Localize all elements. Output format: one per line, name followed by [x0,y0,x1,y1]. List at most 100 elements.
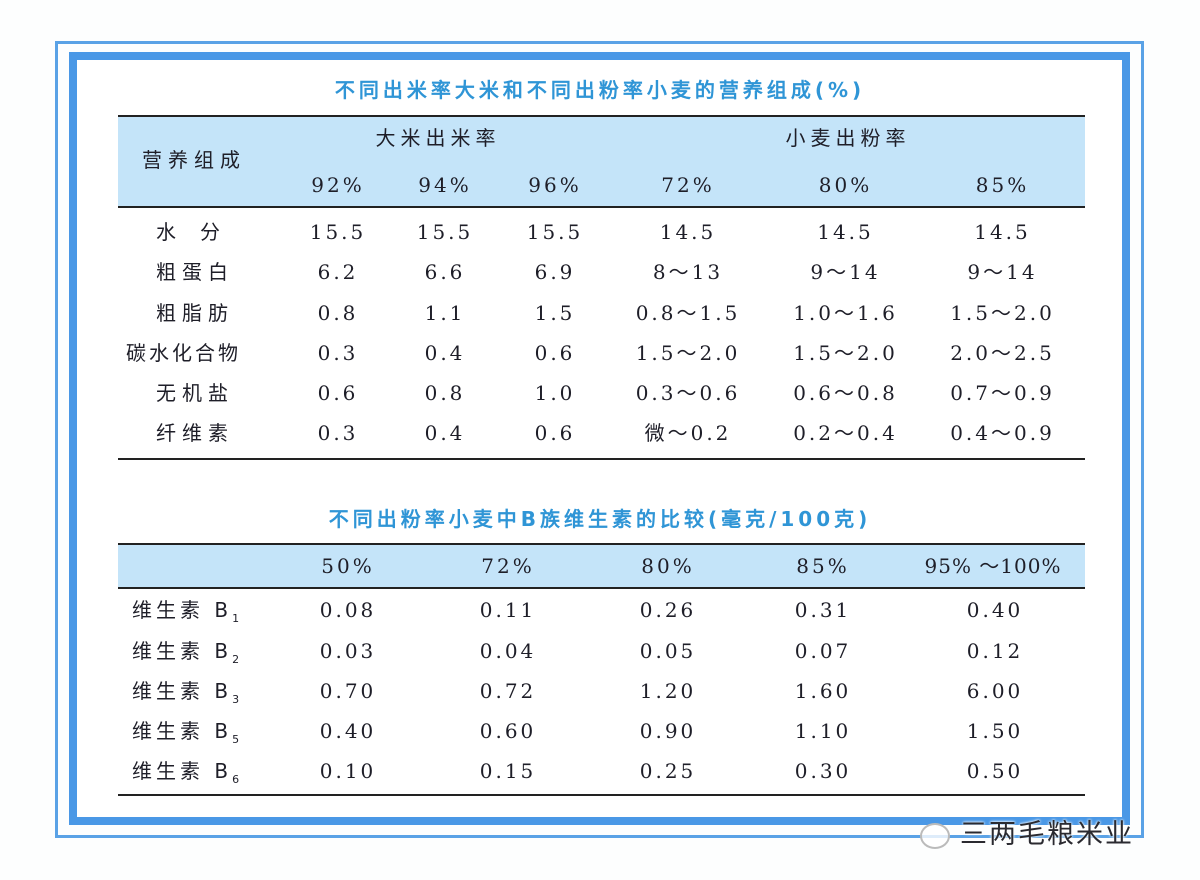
watermark-text: 三两毛粮米业 [960,819,1134,850]
table-cell: 0.6 [534,341,576,365]
group-header-rice: 大米出米率 [375,126,501,150]
table-cell: 0.07 [794,639,852,663]
table-cell: 1.0～1.6 [793,301,898,325]
table-cell: 6.9 [534,260,576,284]
table-cell: 15.5 [309,220,367,244]
table-cell: 0.40 [319,719,377,743]
table-cell: 0.04 [479,639,537,663]
table-cell: 0.4 [424,341,466,365]
table1-top-rule [118,115,1085,117]
nutrition-table: 营养组成 大米出米率 小麦出粉率 92% 94% 96% 72% 80% 85%… [118,115,1085,465]
table-cell: 14.5 [817,220,874,244]
row-label: 碳水化合物 [126,341,241,365]
outer-frame-border [55,41,1144,838]
table-cell: 1.5～2.0 [635,341,741,365]
table-cell: 14.5 [659,220,717,244]
row-label: 维生素 B5 [132,719,240,746]
column-header: 72% [481,554,535,578]
table2-header-band [118,545,1085,587]
table-cell: 1.60 [794,679,852,703]
table1-header-rule [118,206,1085,208]
table-cell: 2.0～2.5 [950,341,1055,365]
table-cell: 0.8 [317,301,359,325]
vitamin-b-table: 50% 72% 80% 85% 95% ～100% 维生素 B1 0.08 0.… [118,543,1085,803]
table-cell: 9～14 [810,260,881,284]
table-cell: 0.26 [639,598,697,622]
table-cell: 6.00 [966,679,1024,703]
table-cell: 14.5 [974,220,1031,244]
table-cell: 0.08 [319,598,377,622]
row-label: 无机盐 [156,381,234,405]
row-label: 维生素 B1 [132,598,240,625]
table-cell: 1.5 [534,301,576,325]
row-label: 水 分 [156,220,222,244]
row-label: 粗脂肪 [156,301,234,325]
column-header: 95% ～100% [924,554,1062,578]
wechat-icon [920,822,950,849]
table2-header-rule [118,587,1085,589]
table1-bottom-rule [118,458,1085,460]
table-cell: 8～13 [652,260,724,284]
table-cell: 0.3～0.6 [635,381,741,405]
table-cell: 0.25 [639,759,697,783]
table2-top-rule [118,543,1085,545]
table-cell: 0.72 [479,679,537,703]
row-header-label: 营养组成 [142,148,246,172]
table-cell: 6.6 [424,260,466,284]
table-cell: 1.0 [534,381,576,405]
table-cell: 0.8～1.5 [635,301,741,325]
table-cell: 0.6 [534,421,576,445]
table-cell: 0.11 [479,598,537,622]
table1-title: 不同出米率大米和不同出粉率小麦的营养组成(%) [334,78,866,102]
row-label: 维生素 B6 [132,759,240,786]
column-header: 80% [818,173,873,197]
column-header: 72% [661,173,715,197]
table-cell: 0.6～0.8 [793,381,898,405]
table-cell: 微～0.2 [644,421,732,445]
table1-header-band [118,117,1085,206]
table-cell: 0.7～0.9 [950,381,1055,405]
table-cell: 1.1 [424,301,466,325]
table2-title: 不同出粉率小麦中B族维生素的比较(毫克/100克) [328,507,872,531]
table2-bottom-rule [118,794,1085,796]
column-header: 94% [418,173,472,197]
column-header: 80% [641,554,695,578]
column-header: 85% [796,554,850,578]
table-cell: 1.20 [639,679,697,703]
table-cell: 0.6 [317,381,359,405]
table-cell: 0.60 [479,719,537,743]
table-cell: 15.5 [416,220,474,244]
table-cell: 0.15 [479,759,537,783]
table-cell: 1.5～2.0 [950,301,1055,325]
table-cell: 0.8 [424,381,466,405]
column-header: 92% [311,173,365,197]
row-label: 维生素 B2 [132,639,240,666]
table-cell: 0.12 [966,639,1024,663]
table-cell: 0.3 [317,421,359,445]
column-header: 50% [321,554,375,578]
table-cell: 0.4～0.9 [950,421,1055,445]
table-cell: 0.4 [424,421,466,445]
table-cell: 0.40 [966,598,1024,622]
table-cell: 0.90 [639,719,697,743]
table-cell: 1.50 [966,719,1024,743]
row-label: 维生素 B3 [132,679,240,706]
column-header: 85% [975,173,1030,197]
table-cell: 0.70 [319,679,377,703]
table-cell: 0.3 [317,341,359,365]
table-cell: 0.10 [319,759,377,783]
table-cell: 1.10 [794,719,852,743]
watermark: 三两毛粮米业 [920,812,1134,851]
group-header-wheat: 小麦出粉率 [785,126,911,150]
column-header: 96% [528,173,582,197]
table-cell: 0.31 [794,598,852,622]
table-cell: 0.50 [966,759,1024,783]
table-cell: 0.05 [639,639,697,663]
table-cell: 1.5～2.0 [793,341,898,365]
row-label: 纤维素 [156,421,234,445]
table-cell: 9～14 [967,260,1038,284]
table-cell: 15.5 [526,220,584,244]
table-cell: 0.30 [794,759,852,783]
row-label: 粗蛋白 [156,260,234,284]
table-cell: 6.2 [317,260,359,284]
